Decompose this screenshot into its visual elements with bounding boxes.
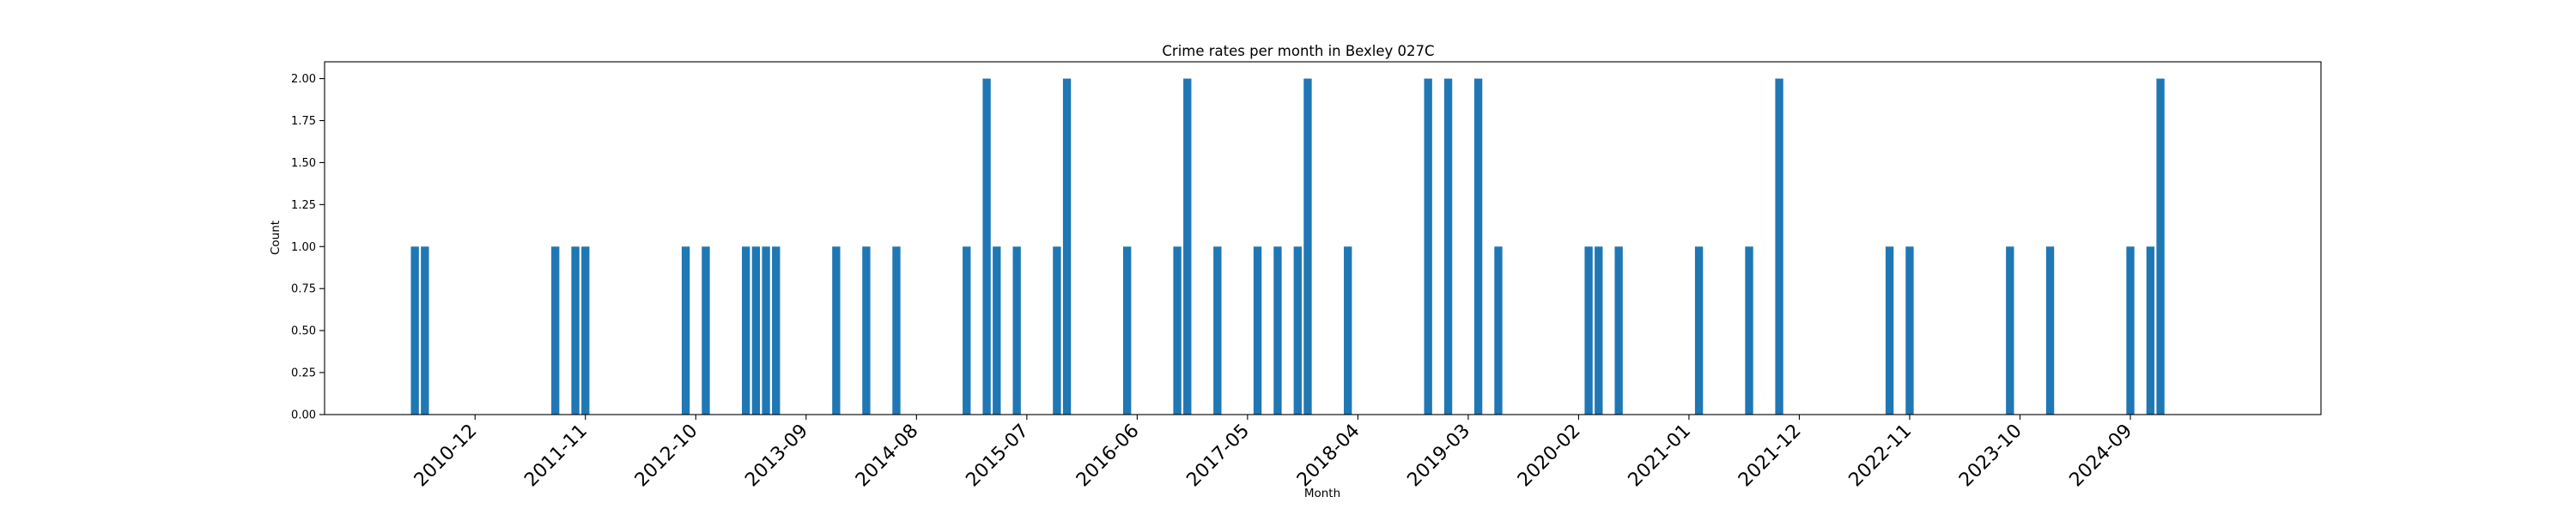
bar-2020-03 (1584, 246, 1593, 415)
bar-2021-10 (1775, 78, 1783, 415)
bar-2015-01 (963, 246, 971, 415)
bar-2018-03 (1344, 246, 1352, 415)
x-axis-label: Month (1304, 487, 1340, 500)
bar-2016-10 (1173, 246, 1182, 415)
y-tick-label: 1.75 (291, 115, 316, 128)
bar-2011-10 (571, 246, 580, 415)
bar-2017-08 (1273, 246, 1282, 415)
bar-2011-08 (551, 246, 560, 415)
bar-2011-11 (581, 246, 590, 415)
y-tick-label: 2.00 (291, 73, 316, 86)
bar-2019-04 (1473, 78, 1483, 415)
bar-2022-11 (1905, 246, 1914, 415)
bar-2015-03 (982, 78, 991, 415)
bar-2012-09 (681, 246, 690, 415)
bar-2013-06 (772, 246, 781, 415)
bar-2013-04 (751, 246, 761, 415)
bar-2018-11 (1424, 78, 1432, 415)
y-tick-label: 0.75 (291, 283, 316, 296)
bar-2010-06 (410, 246, 419, 415)
bar-2021-02 (1694, 246, 1704, 415)
y-tick-label: 1.00 (291, 241, 316, 254)
bar-2024-11 (2146, 246, 2155, 415)
bar-2013-12 (832, 246, 841, 415)
bars-group (410, 78, 2165, 415)
bar-2014-03 (862, 246, 871, 415)
bar-2014-06 (892, 246, 901, 415)
bar-2024-09 (2126, 246, 2135, 415)
bar-2019-06 (1494, 246, 1503, 415)
bar-2021-07 (1745, 246, 1753, 415)
bar-2013-03 (742, 246, 750, 415)
y-axis-label: Count (269, 221, 283, 255)
bar-2015-04 (993, 246, 1001, 415)
bar-2015-06 (1012, 246, 1021, 415)
bar-2017-11 (1303, 78, 1312, 415)
y-tick-label: 0.50 (291, 325, 316, 338)
chart-title: Crime rates per month in Bexley 027C (1162, 43, 1434, 59)
bar-2017-10 (1293, 246, 1302, 415)
bar-2017-02 (1213, 246, 1222, 415)
bar-2022-09 (1885, 246, 1894, 415)
y-tick-label: 1.25 (291, 199, 316, 212)
bar-2017-06 (1253, 246, 1262, 415)
y-axis: 0.00 0.25 0.50 0.75 1.00 1.25 1.50 1.75 2.00 (291, 73, 325, 422)
bar-2016-11 (1183, 78, 1192, 415)
bar-2010-07 (421, 246, 429, 415)
plot-frame (324, 61, 2322, 415)
y-tick-label: 1.50 (291, 157, 316, 170)
bar-2015-10 (1053, 246, 1061, 415)
y-tick-label: 0.25 (291, 367, 316, 380)
bar-2016-05 (1123, 246, 1132, 415)
bar-2015-11 (1062, 78, 1072, 415)
bar-2023-09 (2006, 246, 2014, 415)
bar-2012-11 (702, 246, 710, 415)
bar-2013-05 (762, 246, 770, 415)
bar-2024-01 (2045, 246, 2055, 415)
bar-2024-12 (2156, 78, 2165, 415)
bar-2020-04 (1595, 246, 1603, 415)
bar-2020-06 (1614, 246, 1623, 415)
bar-2019-01 (1443, 78, 1453, 415)
y-tick-label: 0.00 (291, 409, 316, 422)
